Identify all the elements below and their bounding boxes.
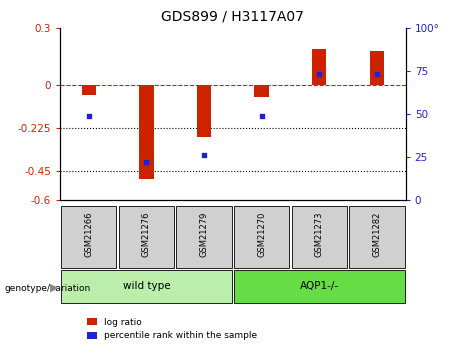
Bar	[139, 85, 154, 179]
Bar	[176, 206, 231, 268]
Text: GSM21276: GSM21276	[142, 212, 151, 257]
Title: GDS899 / H3117A07: GDS899 / H3117A07	[161, 10, 304, 24]
Text: GSM21266: GSM21266	[84, 212, 93, 257]
Bar	[234, 270, 405, 303]
Text: wild type: wild type	[123, 282, 170, 291]
Bar	[291, 206, 347, 268]
Bar	[118, 206, 174, 268]
Text: GSM21273: GSM21273	[315, 212, 324, 257]
Bar	[312, 49, 326, 85]
Text: GSM21279: GSM21279	[200, 212, 208, 257]
Point	[258, 113, 266, 118]
Bar	[234, 206, 290, 268]
Legend: log ratio, percentile rank within the sample: log ratio, percentile rank within the sa…	[88, 318, 257, 341]
Bar	[254, 85, 269, 97]
Bar	[61, 270, 231, 303]
Bar	[197, 85, 211, 137]
Text: AQP1-/-: AQP1-/-	[300, 282, 339, 291]
Point	[85, 113, 92, 118]
Point	[200, 152, 207, 158]
Bar	[61, 206, 116, 268]
Bar	[82, 85, 96, 95]
Text: genotype/variation: genotype/variation	[5, 284, 91, 293]
Bar	[370, 51, 384, 85]
Text: GSM21270: GSM21270	[257, 212, 266, 257]
Point	[142, 159, 150, 165]
Text: ▶: ▶	[50, 283, 59, 293]
Text: GSM21282: GSM21282	[372, 212, 381, 257]
Point	[373, 71, 381, 77]
Point	[315, 71, 323, 77]
Bar	[349, 206, 405, 268]
